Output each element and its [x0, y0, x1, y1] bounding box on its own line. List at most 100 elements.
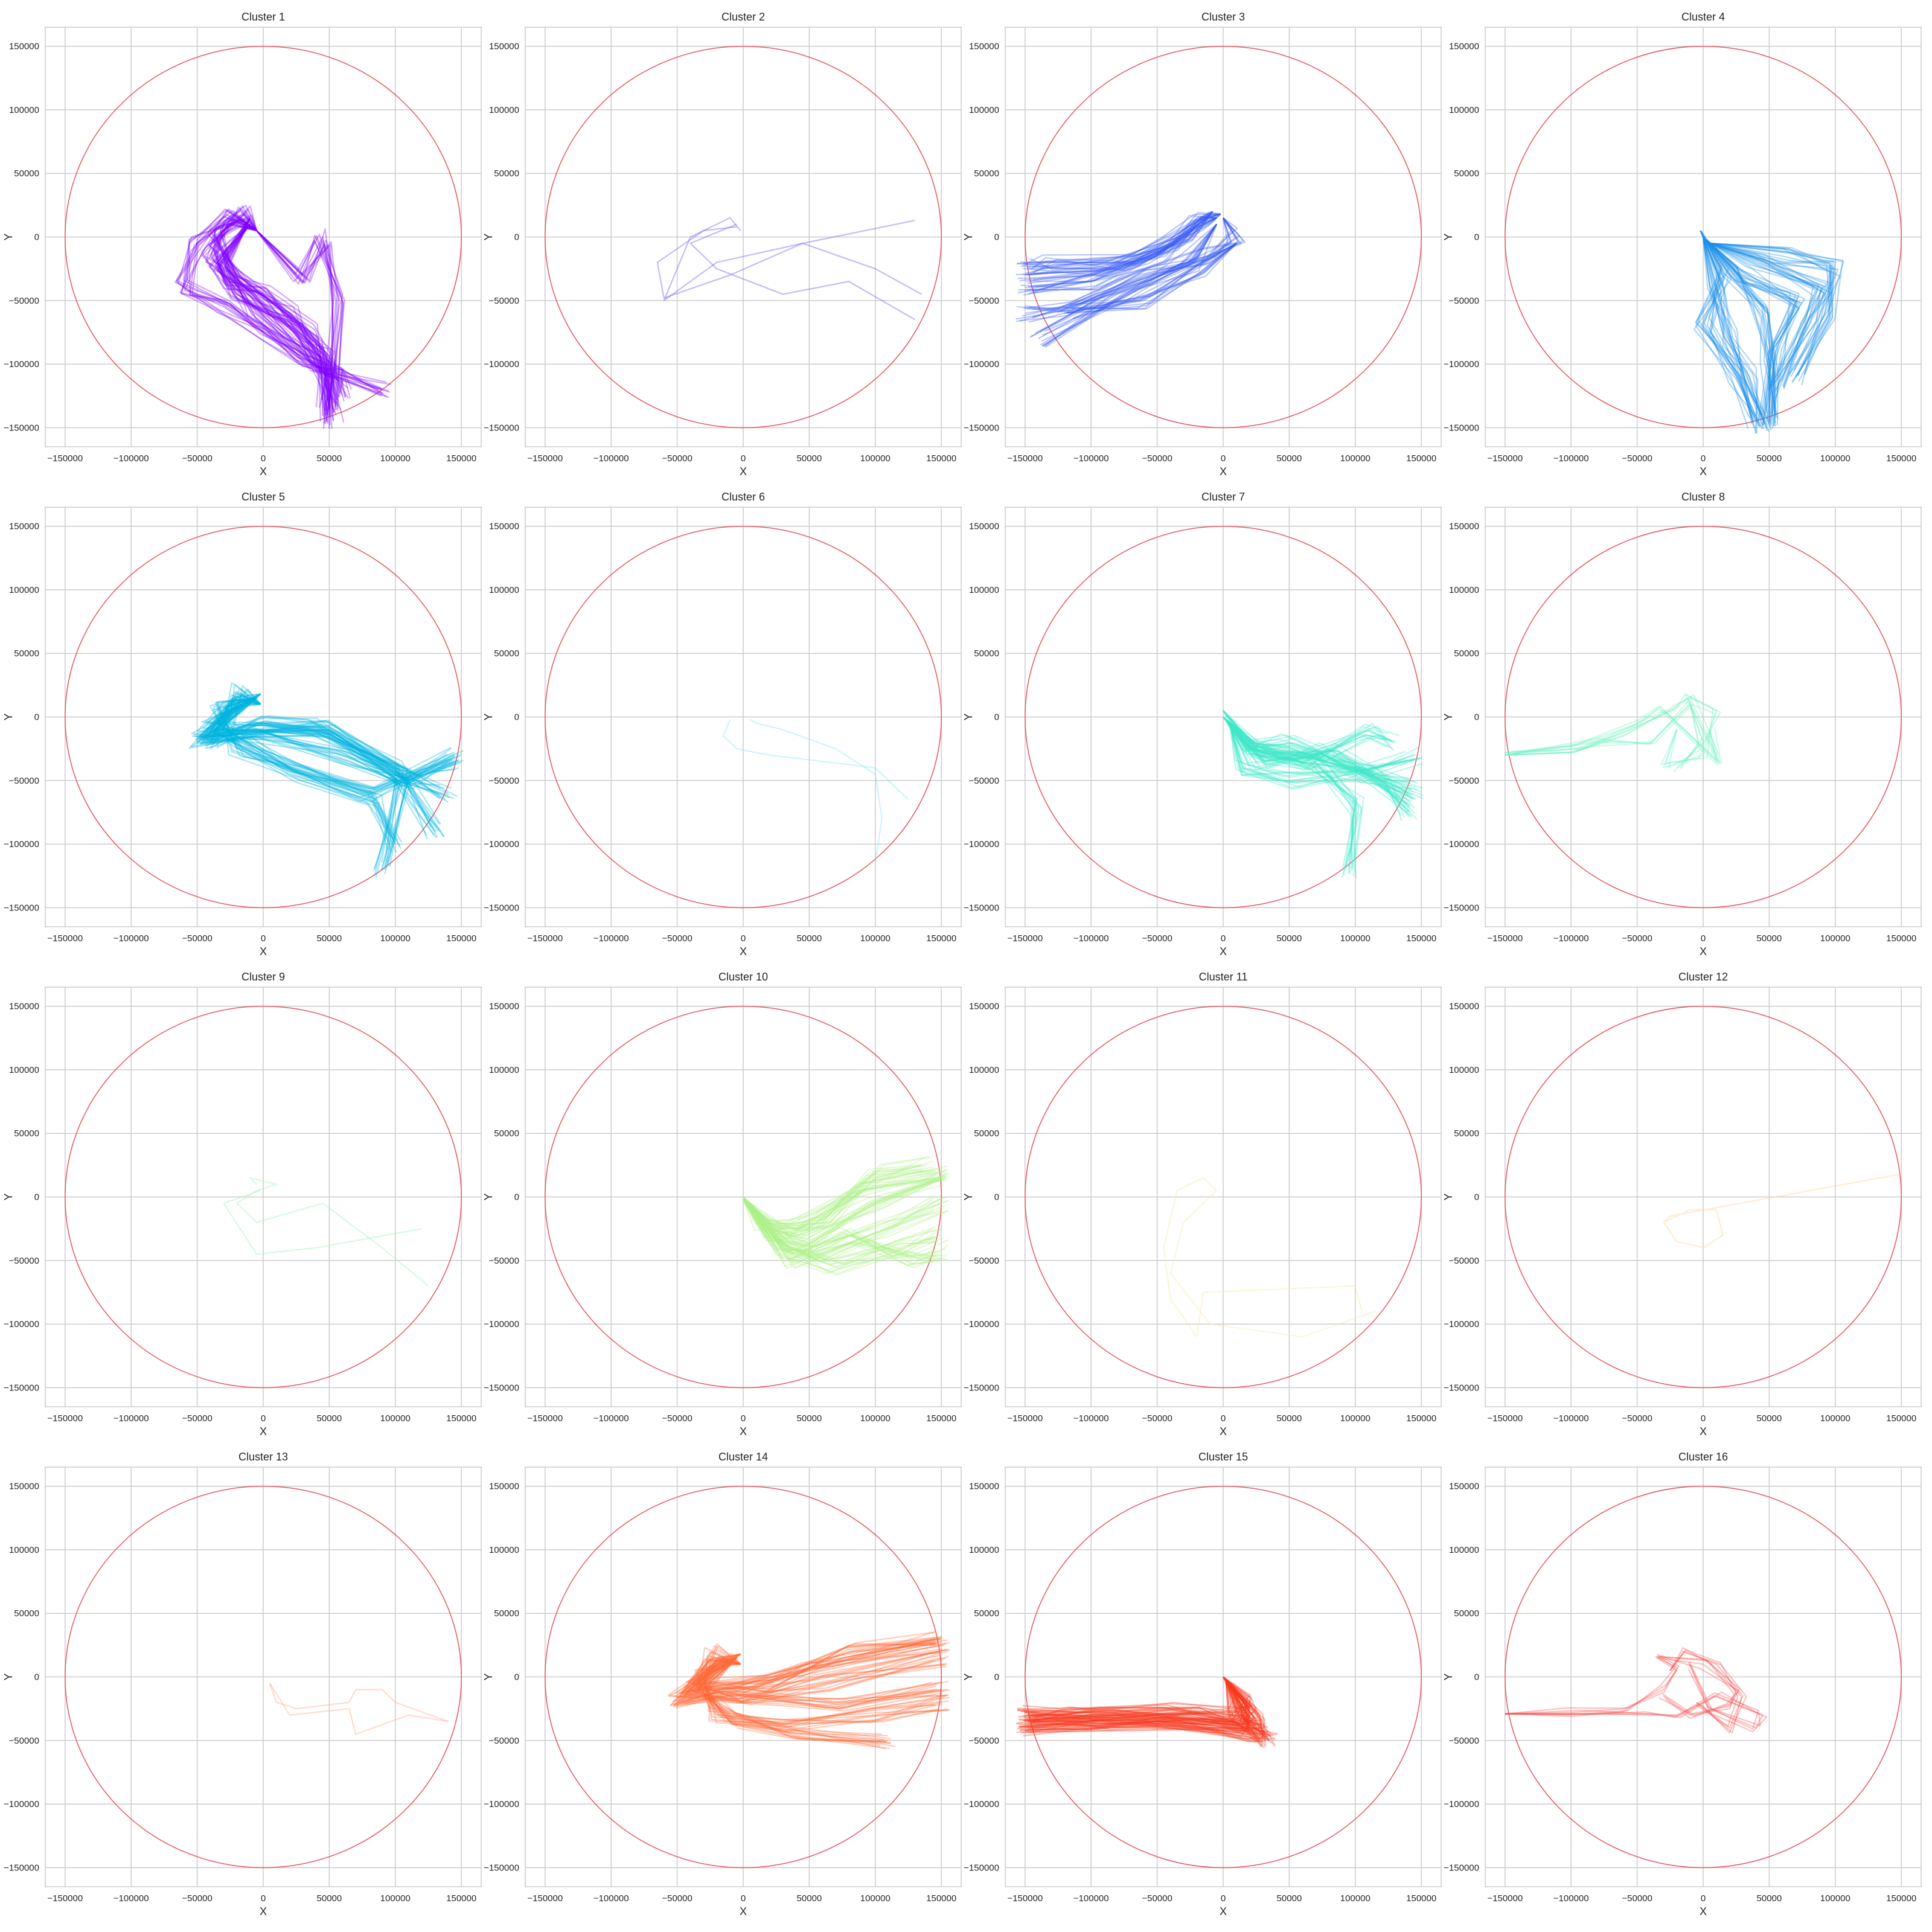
trajectory-line — [1225, 719, 1414, 799]
subplot-title: Cluster 12 — [1678, 971, 1728, 983]
trajectory-line — [1044, 223, 1217, 332]
trajectory-line — [197, 697, 409, 871]
x-tick-label: 100000 — [1820, 453, 1850, 464]
trajectory-line — [1028, 1678, 1259, 1724]
trajectory-line — [1225, 719, 1413, 796]
trajectory-line — [1026, 217, 1229, 312]
trajectory-line — [1022, 1676, 1238, 1717]
trajectory-line — [1032, 217, 1239, 318]
trajectory-line — [1665, 693, 1714, 764]
trajectory-line — [743, 1171, 947, 1227]
trajectory-line — [1229, 723, 1406, 778]
subplot-3: −150000 −100000 −50000 0 50000 100000 150000 −1… — [962, 11, 1442, 478]
trajectory-line — [213, 697, 394, 841]
trajectory-line — [1700, 230, 1753, 418]
trajectory-line — [1019, 1683, 1265, 1748]
trajectory-line — [1033, 212, 1221, 281]
trajectory-line — [174, 214, 334, 389]
trajectory-line — [205, 220, 330, 429]
y-tick-label: −150000 — [4, 423, 39, 433]
trajectory-line — [1021, 211, 1214, 269]
trajectory-line — [1018, 1679, 1255, 1738]
trajectory-line — [723, 719, 909, 801]
trajectory-line — [209, 697, 392, 852]
trajectory-line — [204, 697, 397, 871]
y-tick-label: −150000 — [1444, 903, 1479, 913]
trajectory-line — [693, 1657, 944, 1706]
trajectory-line — [178, 222, 345, 397]
trajectory-line — [705, 1657, 888, 1743]
subplot-title: Cluster 13 — [238, 1451, 288, 1463]
trajectory-line — [1223, 716, 1413, 817]
y-tick-label: −150000 — [1444, 1863, 1479, 1873]
trajectory-line — [699, 1642, 937, 1680]
trajectory-line — [206, 697, 427, 836]
y-tick-label: 100000 — [969, 1065, 999, 1075]
trajectory-line — [1063, 243, 1237, 310]
y-tick-label: −150000 — [484, 1383, 519, 1393]
y-tick-label: 150000 — [969, 522, 999, 532]
boundary-circle — [65, 45, 462, 429]
trajectory-line — [689, 1657, 890, 1750]
subplot-10: −150000 −100000 −50000 0 50000 100000 150000 −1… — [482, 971, 962, 1438]
x-tick-label: 100000 — [860, 453, 891, 464]
trajectory-line — [220, 691, 458, 795]
x-tick-label: −50000 — [182, 1413, 212, 1424]
trajectory-line — [678, 1641, 942, 1704]
trajectory-line — [226, 217, 389, 392]
trajectory-line — [749, 1203, 935, 1261]
y-tick-label: 100000 — [1449, 585, 1479, 595]
x-tick-label: 150000 — [1886, 453, 1916, 464]
trajectory-line — [256, 230, 334, 400]
trajectory-line — [695, 1643, 936, 1689]
trajectory-line — [749, 1203, 936, 1265]
trajectory-line — [1709, 243, 1826, 387]
trajectory-line — [208, 223, 335, 408]
trajectory-line — [1022, 213, 1221, 275]
trajectory-line — [1702, 237, 1770, 432]
trajectory-line — [256, 230, 344, 405]
trajectory-line — [213, 223, 328, 424]
trajectory-line — [1709, 242, 1826, 388]
x-tick-label: −100000 — [114, 1893, 149, 1904]
trajectory-line — [1223, 710, 1399, 766]
y-tick-label: −150000 — [4, 1383, 39, 1393]
y-tick-label: −150000 — [4, 903, 39, 913]
trajectory-line — [1225, 718, 1410, 779]
trajectory-line — [1072, 243, 1237, 320]
trajectory-line — [1019, 211, 1221, 282]
trajectory-line — [696, 1657, 939, 1724]
trajectory-line — [1021, 1683, 1265, 1734]
trajectory-line — [749, 1203, 941, 1265]
x-tick-label: −100000 — [593, 1413, 629, 1424]
trajectory-line — [1031, 1683, 1266, 1742]
trajectory-line — [743, 1170, 927, 1238]
trajectory-line — [209, 697, 441, 825]
trajectory-line — [1705, 238, 1776, 427]
x-tick-label: 0 — [1701, 1413, 1706, 1424]
trajectory-line — [219, 210, 321, 408]
trajectory-line — [213, 208, 334, 414]
trajectory-line — [1029, 217, 1244, 323]
x-tick-label: 150000 — [926, 1893, 956, 1904]
y-tick-label: −100000 — [1444, 1319, 1479, 1329]
trajectory-line — [1040, 223, 1217, 346]
trajectory-line — [1702, 237, 1769, 421]
trajectory-line — [1030, 1679, 1249, 1730]
subplot-title: Cluster 10 — [718, 971, 768, 983]
y-axis-label: Y — [962, 713, 974, 720]
trajectory-line — [269, 1683, 449, 1722]
trajectory-line — [1223, 710, 1386, 761]
y-tick-label: 0 — [34, 1192, 39, 1203]
x-tick-label: 150000 — [926, 453, 956, 464]
x-tick-label: −50000 — [1622, 933, 1652, 944]
trajectory-line — [1705, 239, 1775, 426]
trajectory-line — [675, 1657, 948, 1710]
trajectory-line — [672, 1657, 933, 1706]
y-tick-label: −150000 — [964, 423, 999, 433]
x-axis-label: X — [740, 1425, 747, 1438]
trajectory-line — [1229, 723, 1415, 788]
trajectory-line — [743, 1156, 933, 1229]
y-tick-label: −50000 — [489, 776, 519, 786]
trajectory-line — [696, 1638, 942, 1684]
